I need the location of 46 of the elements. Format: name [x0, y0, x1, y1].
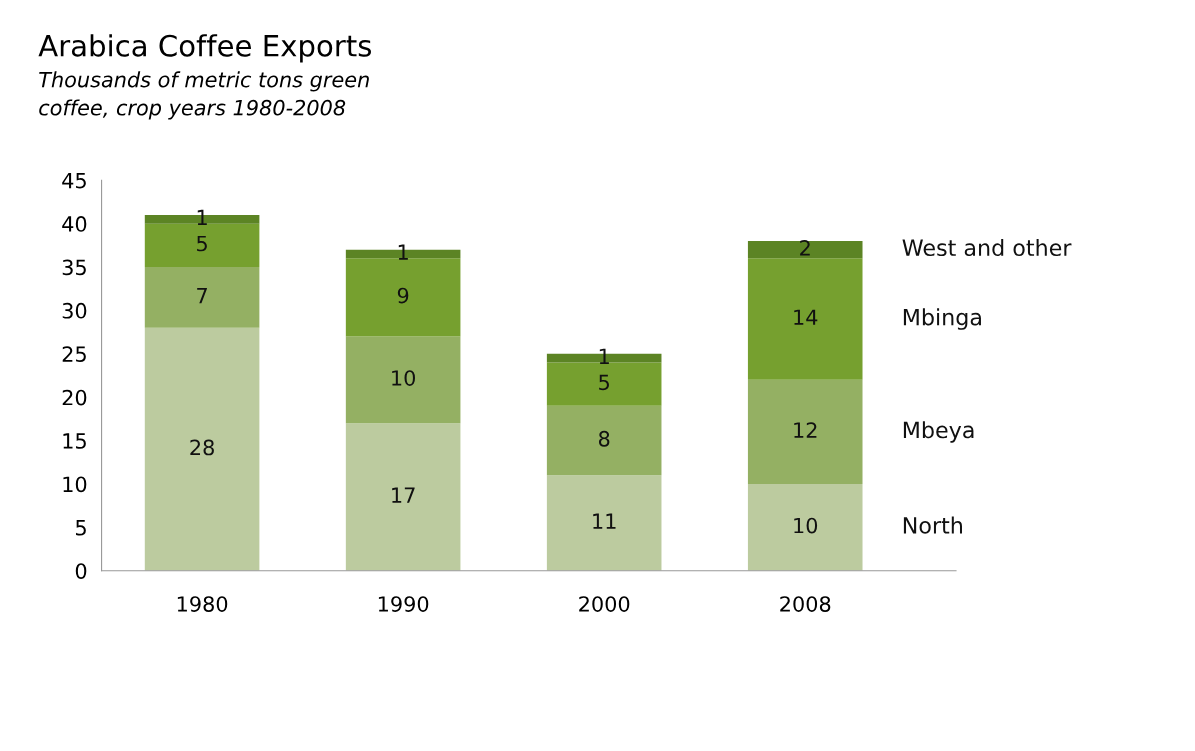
- y-tick-label: 30: [62, 302, 87, 319]
- series-label: West and other: [902, 238, 1072, 257]
- bar: [144, 267, 260, 328]
- y-tick-label: 40: [62, 216, 87, 232]
- data-label: 28: [190, 439, 214, 456]
- data-label: 14: [794, 309, 818, 325]
- y-tick-label: 10: [63, 476, 87, 493]
- bar: [345, 336, 461, 424]
- y-tick-label: 45: [62, 172, 86, 189]
- data-label: 7: [197, 287, 207, 304]
- data-label: 8: [598, 430, 610, 447]
- data-label: 11: [593, 513, 616, 529]
- data-label: 9: [397, 287, 409, 304]
- series-label: North: [903, 516, 962, 534]
- bar: [747, 483, 863, 571]
- data-label: 12: [794, 422, 817, 438]
- y-tick-label: 25: [62, 346, 86, 363]
- y-tick-label: 15: [63, 433, 86, 449]
- data-label: 5: [197, 235, 207, 252]
- series-label: Mbinga: [903, 308, 981, 330]
- data-label: 10: [794, 517, 818, 534]
- bar: [546, 405, 662, 476]
- x-tick-label: 1990: [378, 596, 429, 612]
- chart-subtitle: Thousands of metric tons green coffee, crop years 1980-2008: [39, 71, 369, 120]
- data-label: 5: [599, 374, 609, 391]
- y-tick-label: 20: [62, 389, 87, 406]
- bar: [345, 258, 461, 337]
- x-tick-label: 2000: [579, 596, 630, 612]
- bar: [345, 423, 461, 571]
- bar: [747, 379, 863, 484]
- bar: [144, 223, 260, 268]
- y-tick-label: 0: [75, 563, 87, 579]
- chart-title: Arabica Coffee Exports: [38, 34, 372, 63]
- data-label: 17: [392, 487, 415, 503]
- bar: [747, 240, 863, 259]
- data-label: 10: [392, 370, 416, 386]
- bar: [747, 258, 863, 380]
- bar: [144, 327, 260, 571]
- x-tick-label: 1980: [177, 596, 228, 612]
- x-tick-label: 2008: [780, 596, 831, 612]
- bar: [546, 362, 662, 406]
- series-label: Mbeya: [903, 421, 974, 443]
- y-tick-label: 35: [62, 259, 86, 276]
- data-label: 2: [800, 239, 810, 256]
- bar: [546, 475, 662, 571]
- y-tick-label: 5: [76, 520, 86, 536]
